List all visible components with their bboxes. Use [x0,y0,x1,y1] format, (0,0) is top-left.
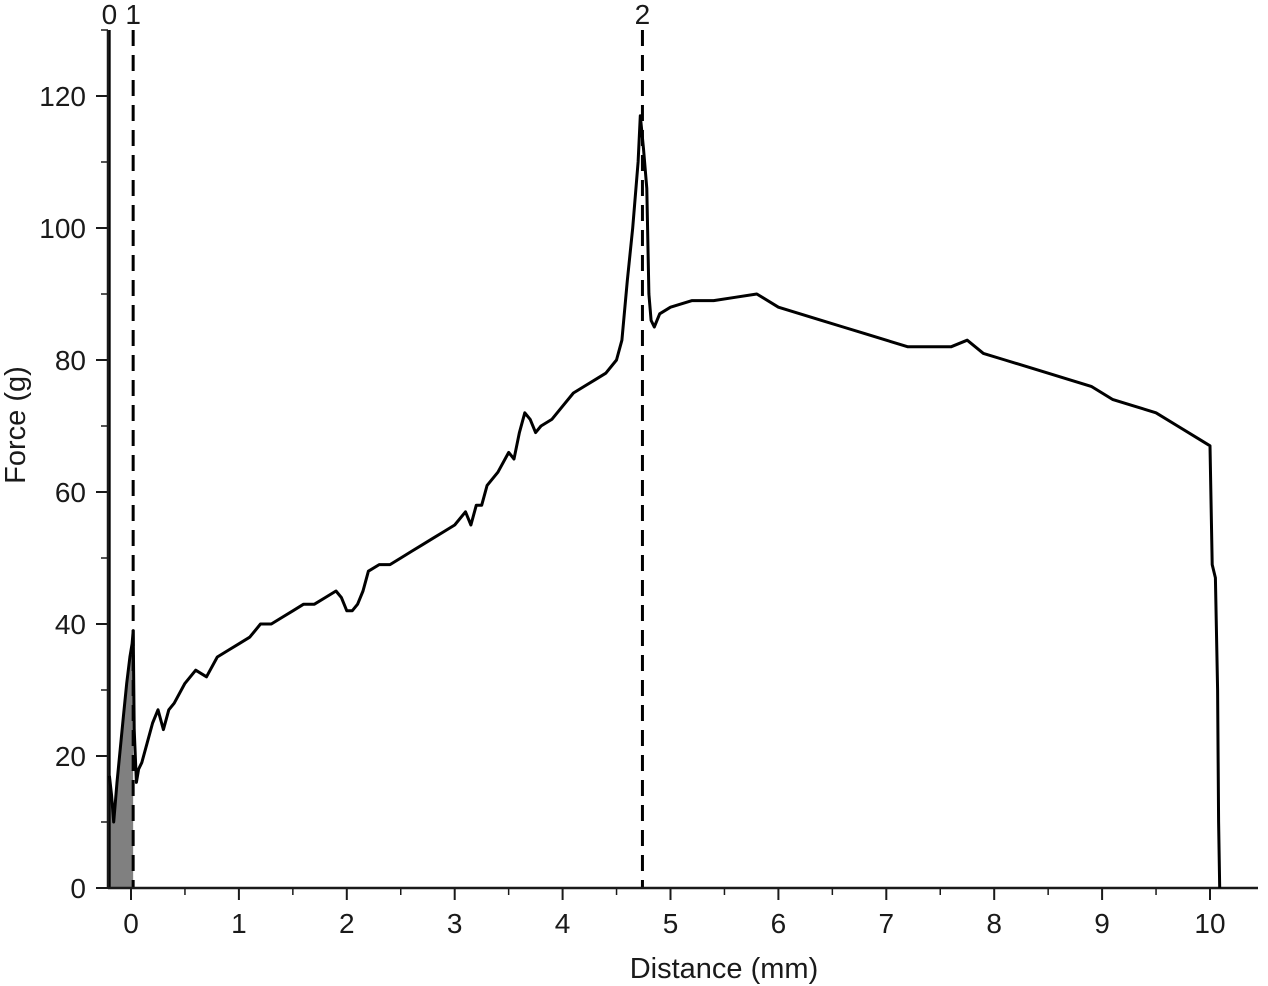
x-tick-label: 7 [879,908,895,939]
series-line-layer [107,114,1222,889]
y-tick-label: 20 [55,741,86,772]
x-tick-label: 5 [663,908,679,939]
marker-label-2: 2 [635,0,651,30]
x-axis-title: Distance (mm) [630,953,819,985]
marker-label-0: 0 [102,0,118,30]
x-tick-label: 6 [771,908,787,939]
x-tick-label: 4 [555,908,571,939]
x-tick-label: 9 [1094,908,1110,939]
force-series-line [107,114,1222,889]
y-tick-label: 120 [39,81,86,112]
marker-label-1: 1 [125,0,141,30]
y-tick-label: 0 [70,873,86,904]
x-tick-label: 8 [986,908,1002,939]
x-tick-label: 1 [231,908,247,939]
shaded-region-layer [109,630,134,888]
y-axis-title: Force (g) [0,366,32,484]
y-tick-label: 100 [39,213,86,244]
x-tick-label: 0 [123,908,139,939]
x-tick-label: 10 [1194,908,1225,939]
x-tick-label: 2 [339,908,355,939]
y-tick-label: 80 [55,345,86,376]
shaded-area [109,630,134,888]
y-tick-label: 60 [55,477,86,508]
y-tick-label: 40 [55,609,86,640]
x-tick-label: 3 [447,908,463,939]
